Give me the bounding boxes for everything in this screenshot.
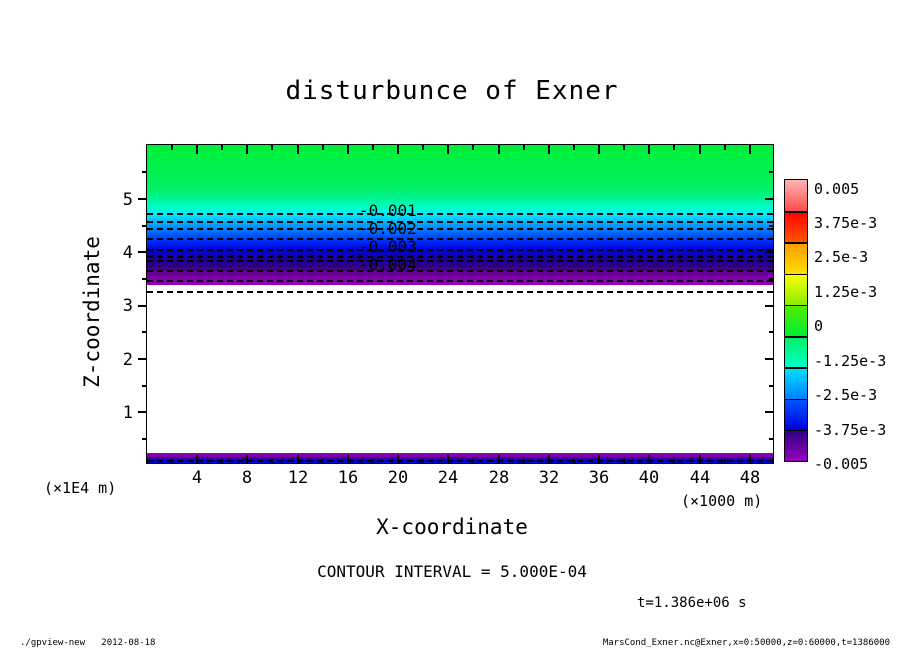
colorbar-separator-8: [785, 429, 807, 432]
contour-line--0.002: [147, 249, 773, 252]
contour-interval-label: CONTOUR INTERVAL = 5.000E-04: [317, 562, 587, 581]
xtick-label-9: 40: [638, 468, 660, 488]
xtick-label-3: 16: [337, 468, 359, 488]
colorbar-band-4: [785, 304, 807, 337]
colorbar-separator-3: [785, 273, 807, 276]
footer-source: MarsCond_Exner.nc@Exner,x=0:50000,z=0:60…: [602, 638, 890, 648]
xtick-label-1: 8: [241, 468, 253, 488]
contour-line-f: [147, 290, 773, 293]
x-axis-label: X-coordinate: [376, 515, 528, 539]
colorbar-separator-5: [785, 336, 807, 338]
xtick-label-5: 24: [437, 468, 459, 488]
contour-line--0.003: [147, 270, 773, 273]
colorbar-band-7: [785, 398, 807, 430]
colorbar-band-2: [785, 242, 807, 274]
colorbar-tick-7: -3.75e-3: [814, 421, 887, 439]
contour-label-1: -0.001: [359, 201, 417, 220]
colorbar-separator-6: [785, 367, 807, 369]
chart-title: disturbunce of Exner: [285, 76, 619, 106]
colorbar-tick-4: 0: [814, 317, 824, 335]
colorbar-band-6: [785, 367, 807, 399]
no-data-gap: [147, 284, 773, 454]
xtick-label-7: 32: [538, 468, 560, 488]
ytick-label-3: 4: [122, 243, 133, 263]
colorbar-tick-3: 1.25e-3: [814, 283, 878, 301]
colorbar-tick-2: 2.5e-3: [814, 248, 869, 266]
contour-line-c: [147, 280, 773, 283]
colorbar-separator-2: [785, 242, 807, 245]
colorbar-band-1: [785, 211, 807, 243]
colorbar-separator-1: [785, 211, 807, 213]
colorbar-tick-6: -2.5e-3: [814, 386, 878, 404]
contour-line-bottom: [147, 460, 773, 463]
y-axis-label: Z-coordinate: [80, 236, 104, 388]
time-label: t=1.386e+06 s: [637, 595, 747, 611]
contour-line-e: [147, 221, 773, 224]
contour-fill: -0.001 -0.002 -0.003 -0.004: [147, 145, 773, 463]
plot-area: -0.001 -0.002 -0.003 -0.004: [146, 144, 774, 464]
colorbar-tick-1: 3.75e-3: [814, 214, 878, 232]
xtick-label-2: 12: [287, 468, 309, 488]
contour-label-2: -0.002: [359, 219, 417, 238]
xtick-label-11: 48: [739, 468, 761, 488]
colorbar-band-5: [785, 336, 807, 368]
xtick-label-6: 28: [488, 468, 510, 488]
contour-line-b: [147, 260, 773, 263]
ytick-label-1: 2: [122, 350, 133, 370]
contour-label-4: -0.004: [359, 255, 417, 274]
xtick-label-8: 36: [588, 468, 610, 488]
ytick-label-0: 1: [122, 403, 133, 423]
contour-line-d: [147, 213, 773, 216]
ytick-label-2: 3: [122, 296, 133, 316]
footer-command: ./gpview-new 2012-08-18: [20, 638, 156, 648]
z-unit-label: (×1E4 m): [44, 479, 117, 497]
xtick-label-4: 20: [387, 468, 409, 488]
contour-band-bottom: [147, 453, 773, 460]
colorbar-tick-8: -0.005: [814, 455, 869, 473]
contour-line--0.004: [147, 256, 773, 259]
x-unit-label: (×1000 m): [681, 492, 763, 510]
contour-line-a: [147, 238, 773, 241]
contour-label-3: -0.003: [359, 237, 417, 256]
colorbar-tick-0: 0.005: [814, 180, 860, 198]
contour-line--0.001: [147, 227, 773, 230]
colorbar-separator-7: [785, 398, 807, 401]
xtick-label-10: 44: [689, 468, 711, 488]
colorbar-band-3: [785, 273, 807, 305]
ytick-label-4: 5: [122, 190, 133, 210]
colorbar-band-8: [785, 429, 807, 461]
colorbar-tick-5: -1.25e-3: [814, 352, 887, 370]
xtick-label-0: 4: [191, 468, 203, 488]
colorbar-separator-4: [785, 304, 807, 307]
colorbar: [784, 179, 808, 462]
colorbar-band-0: [785, 180, 807, 212]
